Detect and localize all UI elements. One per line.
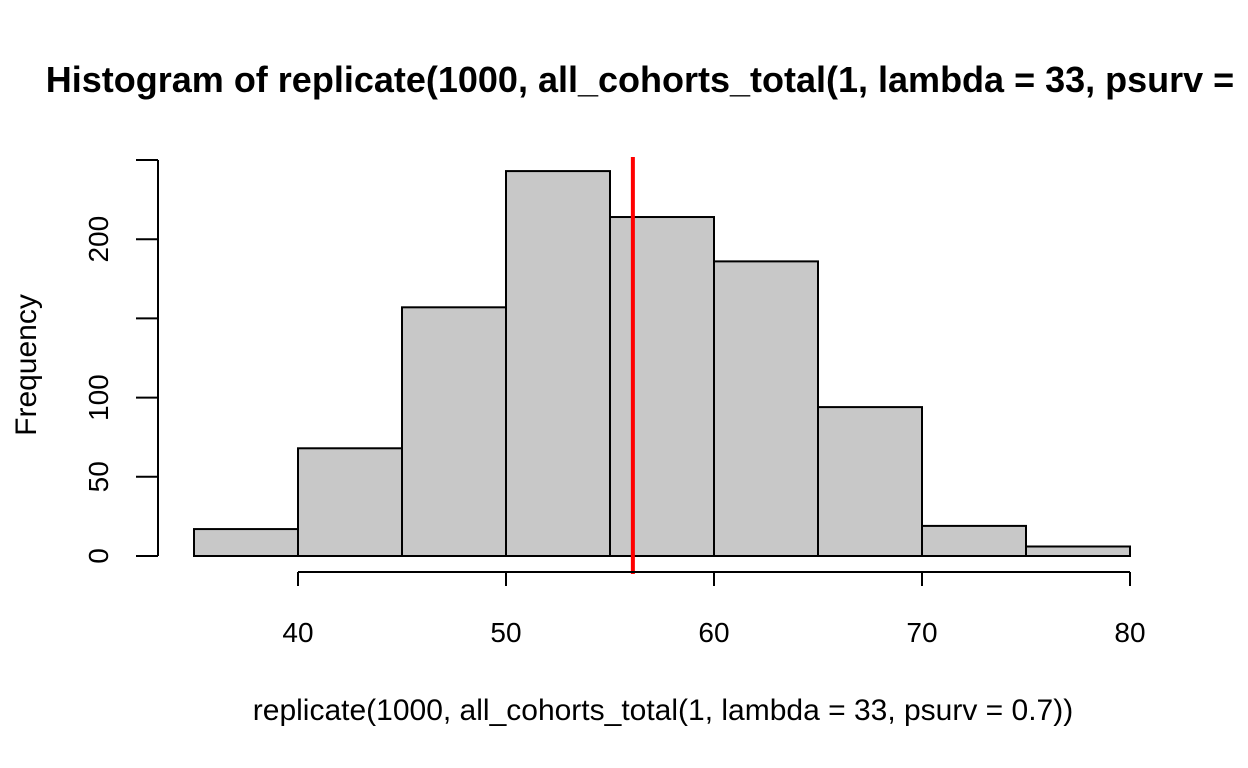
histogram-bar <box>713 260 819 557</box>
y-tick-label: 0 <box>83 548 114 564</box>
y-tick-label: 50 <box>83 461 114 492</box>
histogram-bar <box>401 306 507 558</box>
histogram-bar <box>609 216 715 558</box>
histogram-bar <box>505 170 611 557</box>
x-tick-label: 60 <box>698 617 729 648</box>
y-axis-label: Frequency <box>10 294 43 436</box>
histogram-bar <box>297 447 403 557</box>
x-axis-label: replicate(1000, all_cohorts_total(1, lam… <box>253 694 1073 727</box>
histogram-bar <box>817 406 923 557</box>
y-axis: 0 50 100 200 <box>83 159 159 564</box>
y-tick-label: 100 <box>83 374 114 421</box>
x-tick-label: 50 <box>490 617 521 648</box>
x-tick-label: 80 <box>1114 617 1145 648</box>
chart-title: Histogram of replicate(1000, all_cohorts… <box>46 59 1234 100</box>
x-tick-label: 70 <box>906 617 937 648</box>
bars-group <box>193 170 1131 558</box>
histogram-bar <box>921 524 1027 557</box>
histogram-bar <box>1025 545 1131 557</box>
x-axis: 40 50 60 70 80 <box>282 571 1146 648</box>
y-tick-label: 200 <box>83 216 114 263</box>
histogram-bar <box>193 528 299 558</box>
x-tick-label: 40 <box>282 617 313 648</box>
